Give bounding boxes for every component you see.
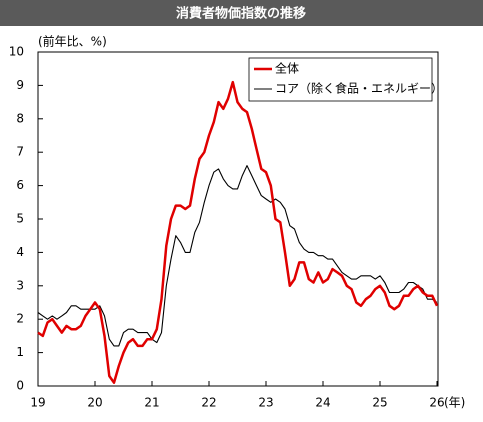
x-tick-label: 22 <box>201 396 216 410</box>
x-tick-label: 26 <box>429 396 444 410</box>
series-line <box>37 80 439 384</box>
series-line <box>37 165 438 347</box>
y-tick-label: 0 <box>16 379 24 393</box>
x-tick-label: 24 <box>315 396 330 410</box>
x-tick-label: 23 <box>258 396 273 410</box>
y-tick-label: 3 <box>16 278 24 292</box>
x-tick-label: 21 <box>144 396 159 410</box>
x-tick-label: 19 <box>30 396 45 410</box>
legend-label: コア（除く食品・エネルギー） <box>275 81 443 96</box>
y-tick-label: 7 <box>16 145 24 159</box>
title-bar <box>0 0 483 26</box>
y-tick-label: 1 <box>16 345 24 359</box>
y-tick-label: 5 <box>16 212 24 226</box>
y-tick-label: 4 <box>16 245 24 259</box>
y-tick-label: 9 <box>16 78 24 92</box>
y-tick-label: 6 <box>16 178 24 192</box>
y-tick-label: 10 <box>9 45 24 59</box>
legend-label: 全体 <box>275 61 299 76</box>
x-axis-label: (年) <box>444 396 465 410</box>
x-tick-label: 20 <box>87 396 102 410</box>
chart-title: 消費者物価指数の推移 <box>176 6 306 22</box>
x-tick-label: 25 <box>372 396 387 410</box>
y-tick-label: 2 <box>16 312 24 326</box>
y-axis-label: (前年比、%) <box>38 34 107 49</box>
legend-box <box>248 57 433 102</box>
y-tick-label: 8 <box>16 111 24 125</box>
